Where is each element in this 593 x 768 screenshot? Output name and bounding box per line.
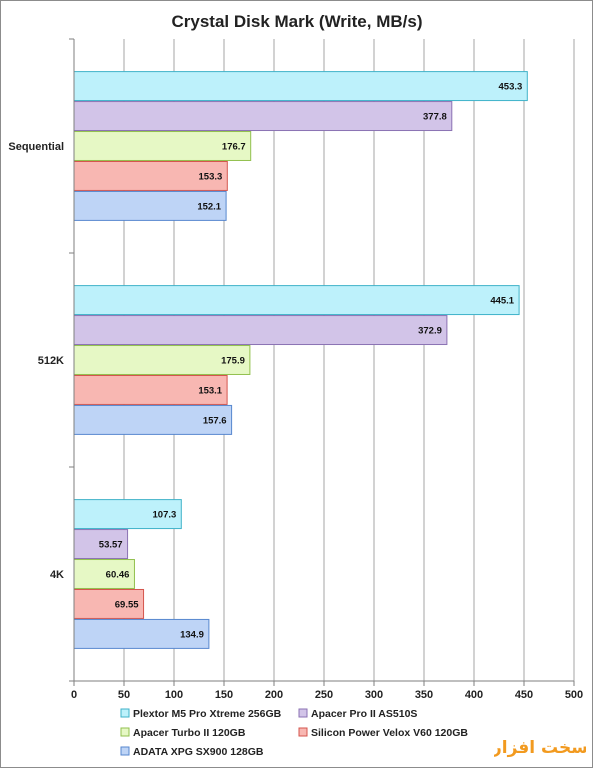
site-logo-watermark: سخت افزار	[491, 729, 588, 763]
x-tick-label: 50	[118, 689, 130, 701]
bar	[73, 559, 135, 589]
legend-swatch	[120, 746, 130, 756]
legend-label: Apacer Turbo II 120GB	[133, 727, 246, 739]
bar	[73, 285, 520, 316]
axes: 0 50 100 150 200 250 300 350 400 450 500 Sequential…	[8, 38, 583, 701]
data-label: 157.6	[203, 415, 227, 426]
data-label: 176.7	[222, 142, 246, 153]
x-tick-label: 350	[415, 689, 433, 701]
category-label: 4K	[50, 569, 64, 581]
data-label: 153.3	[199, 171, 223, 182]
x-tick-label: 250	[315, 689, 333, 701]
data-label: 107.3	[153, 510, 177, 521]
bars: 453.3 377.8 176.7 153.3 152.1 445.1 372.9 175.9…	[73, 71, 528, 649]
data-label: 134.9	[180, 629, 204, 640]
data-label: 372.9	[418, 326, 442, 337]
svg-text:سخت افزار: سخت افزار	[494, 738, 586, 758]
x-tick-label: 200	[265, 689, 283, 701]
data-label: 445.1	[490, 296, 514, 307]
legend-swatch	[298, 708, 308, 718]
legend-swatch	[298, 727, 308, 737]
bar	[73, 131, 252, 161]
legend-label: Plextor M5 Pro Xtreme 256GB	[133, 708, 282, 720]
data-label: 453.3	[499, 82, 523, 93]
bar	[73, 315, 448, 346]
x-tick-label: 450	[515, 689, 533, 701]
x-tick-label: 300	[365, 689, 383, 701]
x-tick-label: 100	[165, 689, 183, 701]
bar	[73, 499, 182, 530]
category-label: Sequential	[8, 141, 64, 153]
legend-swatch	[120, 727, 130, 737]
x-tick-label: 150	[215, 689, 233, 701]
chart-title: Crystal Disk Mark (Write, MB/s)	[172, 12, 423, 31]
bar	[73, 101, 453, 132]
legend-swatch	[120, 708, 130, 718]
legend-label: ADATA XPG SX900 128GB	[133, 746, 264, 758]
data-label: 60.46	[106, 570, 130, 581]
x-tick-label: 400	[465, 689, 483, 701]
bar	[73, 529, 129, 560]
x-tick-label: 500	[565, 689, 583, 701]
data-label: 377.8	[423, 112, 447, 123]
bar	[73, 618, 210, 649]
legend-label: Silicon Power Velox V60 120GB	[311, 727, 468, 739]
x-tick-label: 0	[71, 689, 77, 701]
bar	[73, 71, 528, 102]
legend: Plextor M5 Pro Xtreme 256GB Apacer Pro II…	[120, 708, 468, 758]
category-label: 512K	[38, 355, 64, 367]
data-label: 175.9	[221, 356, 245, 367]
legend-label: Apacer Pro II AS510S	[311, 708, 417, 720]
data-label: 53.57	[99, 540, 123, 551]
data-label: 153.1	[198, 385, 222, 396]
data-label: 69.55	[115, 599, 139, 610]
data-label: 152.1	[197, 201, 221, 212]
